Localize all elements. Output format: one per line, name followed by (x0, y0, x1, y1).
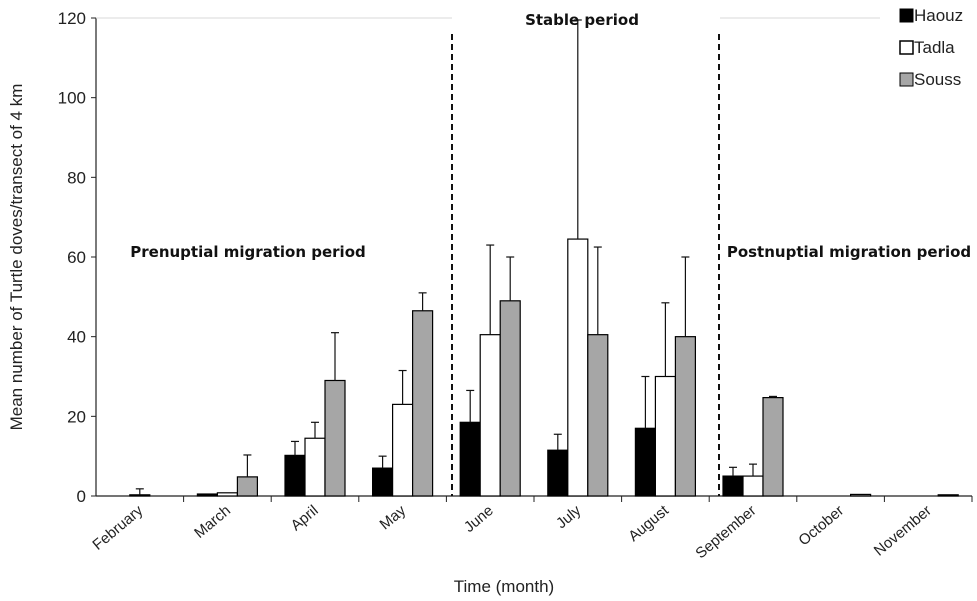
annotation-prenuptial: Prenuptial migration period (130, 243, 366, 261)
bar-souss-june (499, 300, 521, 497)
bar-souss-march (236, 476, 258, 497)
y-tick-label: 40 (67, 328, 86, 347)
legend-swatch-souss (899, 72, 914, 87)
bar-souss-september (762, 397, 784, 497)
x-tick-label: April (288, 502, 322, 534)
y-tick-label: 100 (58, 89, 86, 108)
legend-label-tadla: Tadla (914, 38, 955, 57)
y-tick-label: 60 (67, 248, 86, 267)
bar-haouz-april (284, 454, 306, 497)
bars-group (129, 238, 959, 497)
x-tick-label: November (871, 502, 935, 560)
annotation-stable: Stable period (525, 11, 639, 29)
y-tick-label: 120 (58, 9, 86, 28)
bar-tadla-july (567, 238, 589, 497)
x-tick-label: May (377, 502, 410, 534)
error-bars-group (135, 19, 777, 495)
bar-souss-may (412, 310, 434, 497)
legend-swatch-haouz (899, 8, 914, 23)
bar-tadla-june (479, 334, 501, 497)
bar-haouz-august (634, 427, 657, 497)
bar-tadla-march (216, 492, 238, 497)
y-tick-label: 20 (67, 407, 86, 426)
bar-haouz-july (547, 449, 569, 497)
bar-souss-july (587, 334, 609, 497)
bar-tadla-may (392, 403, 414, 497)
bar-haouz-march (196, 493, 218, 497)
bar-souss-august (674, 336, 697, 497)
x-tick-label: September (692, 502, 759, 562)
bar-souss-november (937, 494, 959, 497)
y-axis-title: Mean number of Turtle doves/transect of … (7, 84, 26, 431)
x-axis-title: Time (month) (454, 577, 554, 596)
bar-tadla-august (654, 375, 677, 497)
x-tick-label: July (553, 502, 585, 532)
bar-souss-october (849, 493, 872, 497)
annotation-postnuptial: Postnuptial migration period (727, 243, 971, 261)
bar-haouz-may (372, 467, 394, 497)
y-tick-label: 80 (67, 168, 86, 187)
bar-tadla-april (304, 437, 326, 497)
legend-label-haouz: Haouz (914, 6, 963, 25)
bar-haouz-june (459, 421, 481, 497)
y-axis-ticks: 0 20 40 60 80 100 120 (58, 9, 96, 506)
bar-tadla-february (129, 494, 151, 497)
x-tick-label: October (795, 502, 847, 549)
x-tick-label: March (191, 502, 234, 542)
x-axis-ticks: February March April May June July August Septe… (89, 496, 973, 562)
legend-swatch-tadla (899, 40, 914, 55)
x-tick-label: June (461, 502, 497, 536)
bar-tadla-september (742, 475, 764, 497)
legend-label-souss: Souss (914, 70, 961, 89)
x-tick-label: February (89, 502, 146, 554)
bar-souss-april (324, 379, 346, 497)
legend: Haouz Tadla Souss (899, 6, 963, 89)
bar-haouz-september (722, 475, 744, 497)
y-tick-label: 0 (77, 487, 86, 506)
x-tick-label: August (625, 502, 672, 546)
